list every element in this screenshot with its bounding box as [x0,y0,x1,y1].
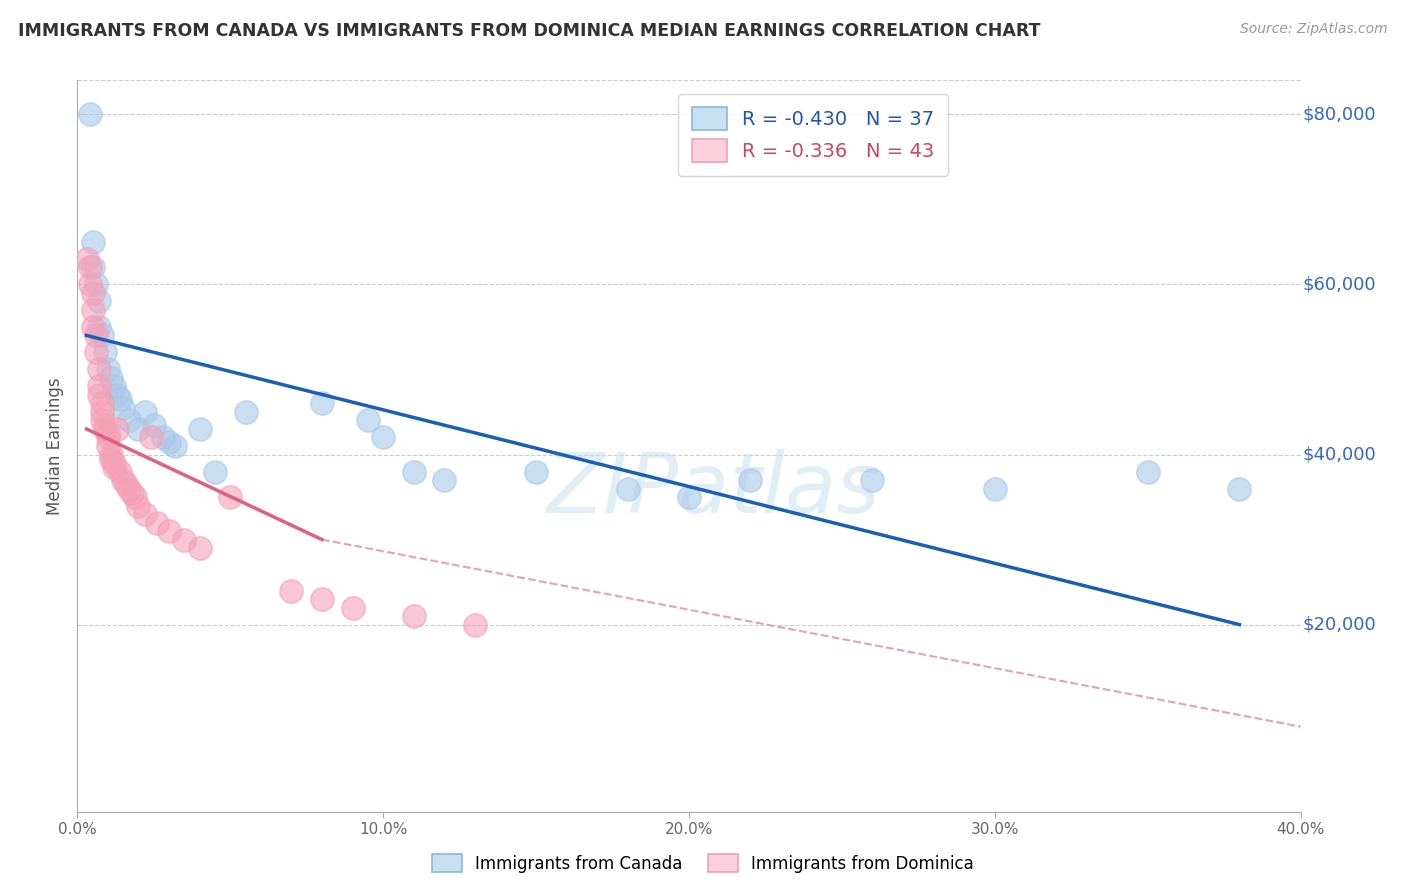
Point [103,456,125,470]
Point [94,422,117,436]
Point [984,482,1007,496]
Point [97,362,120,376]
Point [617,482,640,496]
Y-axis label: Median Earnings: Median Earnings [46,377,65,515]
Point [1136,465,1159,479]
Point [157,434,180,449]
Point [87,388,110,402]
Point [87,294,110,309]
Point [84,345,107,359]
Point [165,439,187,453]
Point [152,430,174,444]
Point [97,439,120,453]
Point [118,482,141,496]
Point [357,413,380,427]
Point [82,302,104,317]
Point [146,516,169,530]
Point [115,477,138,491]
Point [235,405,257,419]
Point [112,401,135,415]
Legend: Immigrants from Canada, Immigrants from Dominica: Immigrants from Canada, Immigrants from … [426,847,980,880]
Point [108,392,131,407]
Text: $80,000: $80,000 [1303,105,1376,123]
Point [740,473,762,487]
Point [94,345,117,359]
Point [464,617,486,632]
Point [90,328,112,343]
Point [204,465,226,479]
Point [108,465,131,479]
Point [402,465,425,479]
Point [311,396,333,410]
Point [524,465,547,479]
Point [87,320,110,334]
Point [82,320,104,334]
Point [124,490,146,504]
Point [134,507,156,521]
Point [127,499,149,513]
Point [127,422,149,436]
Text: $60,000: $60,000 [1303,276,1376,293]
Point [79,107,101,121]
Point [188,541,211,555]
Point [118,413,141,427]
Point [79,277,101,292]
Point [139,430,162,444]
Point [103,460,125,475]
Point [280,583,302,598]
Point [142,417,165,432]
Point [862,473,884,487]
Point [157,524,180,538]
Point [97,426,120,441]
Point [76,252,98,266]
Point [79,260,101,275]
Point [342,600,364,615]
Point [97,430,120,444]
Point [90,405,112,419]
Point [371,430,394,444]
Point [134,405,156,419]
Point [219,490,242,504]
Point [678,490,700,504]
Point [82,285,104,300]
Point [173,533,195,547]
Point [188,422,211,436]
Point [105,422,128,436]
Legend: R = -0.430   N = 37, R = -0.336   N = 43: R = -0.430 N = 37, R = -0.336 N = 43 [678,94,948,176]
Text: $40,000: $40,000 [1303,445,1376,464]
Point [87,379,110,393]
Point [100,451,122,466]
Point [94,417,117,432]
Point [82,235,104,249]
Text: Source: ZipAtlas.com: Source: ZipAtlas.com [1240,22,1388,37]
Text: IMMIGRANTS FROM CANADA VS IMMIGRANTS FROM DOMINICA MEDIAN EARNINGS CORRELATION C: IMMIGRANTS FROM CANADA VS IMMIGRANTS FRO… [18,22,1040,40]
Point [84,328,107,343]
Point [103,379,125,393]
Point [121,485,143,500]
Point [100,448,122,462]
Point [100,371,122,385]
Point [84,277,107,292]
Point [90,413,112,427]
Text: $20,000: $20,000 [1303,615,1376,633]
Point [90,396,112,410]
Point [433,473,456,487]
Point [402,609,425,624]
Text: ZIPatlas: ZIPatlas [547,450,880,531]
Point [311,592,333,607]
Point [1229,482,1251,496]
Point [82,260,104,275]
Point [112,473,135,487]
Point [87,362,110,376]
Point [105,388,128,402]
